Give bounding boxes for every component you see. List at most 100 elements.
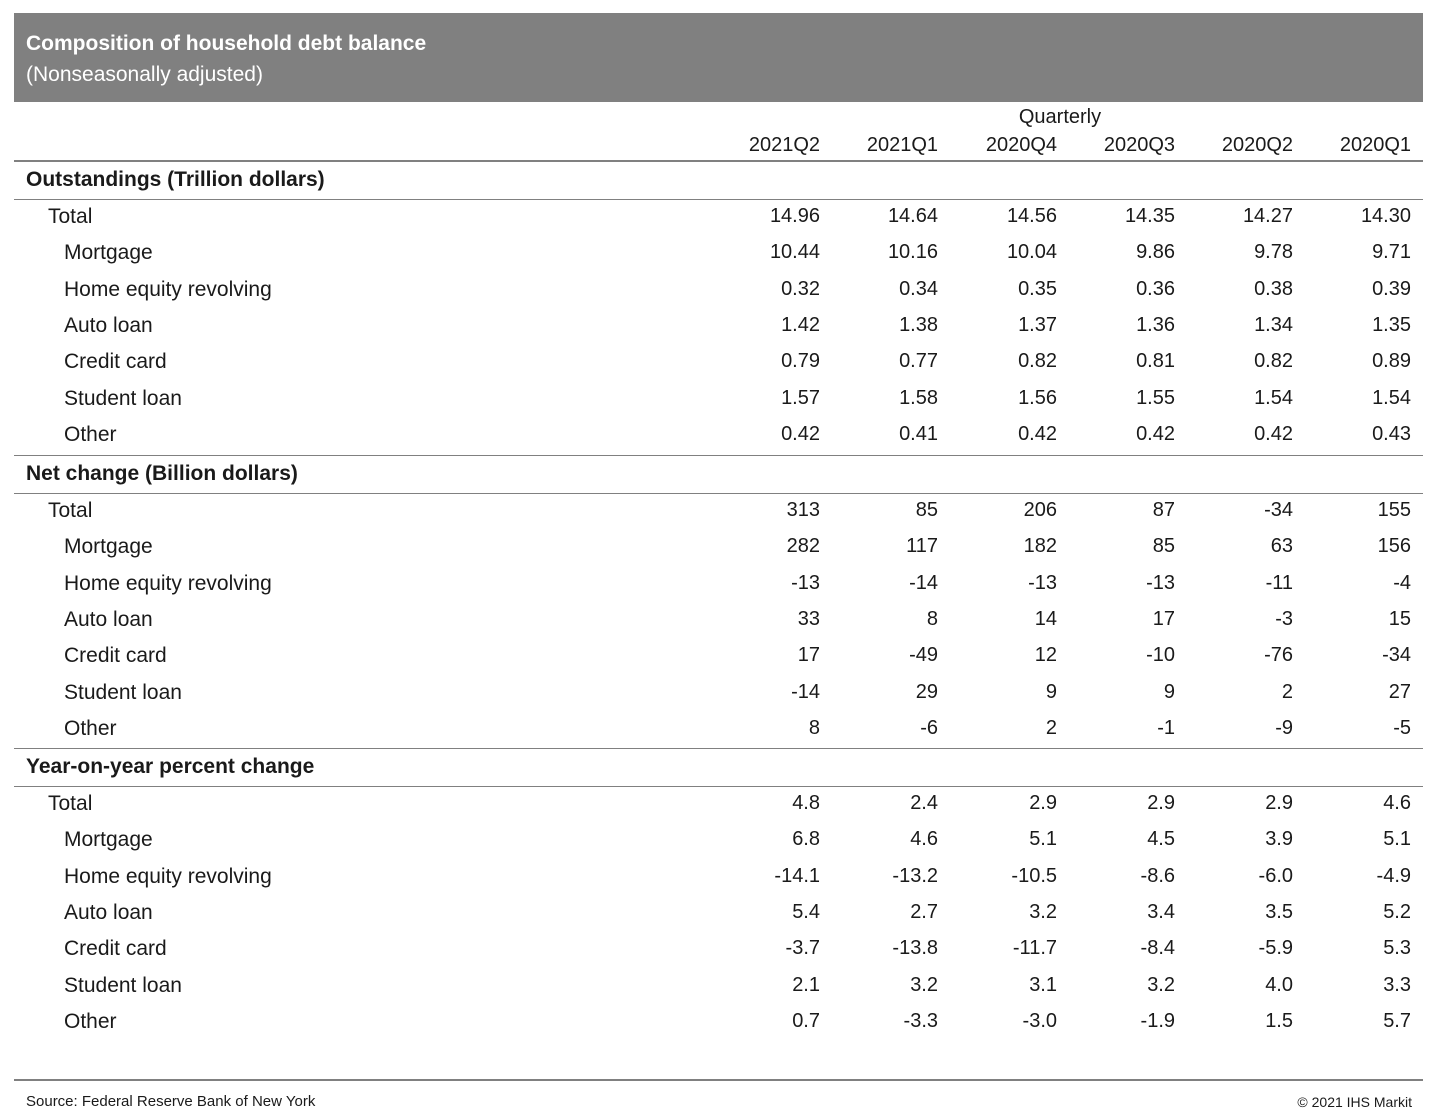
table-cell: 282 [786,535,820,557]
table-cell: 14.27 [1242,205,1293,227]
table-cell: 17 [797,644,820,666]
table-cell: 9.86 [1136,241,1175,263]
table-cell: 63 [1270,535,1293,557]
table-cell: 3.2 [910,974,938,996]
table-cell: 85 [1152,535,1175,557]
row-label: Auto loan [64,901,153,924]
table-cell: 3.9 [1265,828,1293,850]
table-cell: 5.3 [1383,937,1411,959]
row-label: Other [64,1010,117,1033]
table-cell: 0.38 [1254,278,1293,300]
section-title: Outstandings (Trillion dollars) [26,168,325,191]
table-cell: 3.4 [1147,901,1175,923]
table-cell: 4.0 [1265,974,1293,996]
table-cell: 2.7 [910,901,938,923]
table-row: Total 313 85 206 87 -34 155 [0,499,1432,529]
table-cell: 2.9 [1147,792,1175,814]
table-row: Home equity revolving 0.32 0.34 0.35 0.36 0.3… [0,278,1432,308]
table-cell: 0.35 [1018,278,1057,300]
column-header: 2021Q1 [866,134,938,156]
table-cell: 0.77 [899,350,938,372]
table-cell: 1.55 [1136,387,1175,409]
table-cell: -4 [1393,572,1411,594]
footer-divider [14,1079,1423,1081]
table-cell: 5.4 [792,901,820,923]
table-cell: 0.34 [899,278,938,300]
row-label: Auto loan [64,314,153,337]
table-cell: 182 [1023,535,1057,557]
table-cell: -4.9 [1376,865,1411,887]
table-cell: 5.2 [1383,901,1411,923]
table-cell: 29 [915,681,938,703]
row-label: Total [48,792,93,815]
section-divider [14,199,1423,200]
table-cell: -1 [1157,717,1175,739]
section-title: Year-on-year percent change [26,755,315,778]
table-cell: -13.8 [892,937,938,959]
table-cell: 10.16 [887,241,938,263]
table-cell: 4.8 [792,792,820,814]
section-separator [14,455,1423,456]
table-cell: 2 [1281,681,1293,703]
table-cell: 0.81 [1136,350,1175,372]
table-cell: 2.4 [910,792,938,814]
table-cell: 0.42 [1136,423,1175,445]
table-cell: 3.1 [1029,974,1057,996]
section-divider [14,493,1423,494]
row-label: Mortgage [64,535,153,558]
table-cell: -8.6 [1140,865,1175,887]
table-cell: 1.5 [1265,1010,1293,1032]
column-header: 2021Q2 [748,134,820,156]
row-label: Student loan [64,681,182,704]
table-cell: 0.42 [1254,423,1293,445]
table-cell: 10.44 [769,241,820,263]
table-cell: 9.78 [1254,241,1293,263]
table-cell: 14.56 [1006,205,1057,227]
row-label: Auto loan [64,608,153,631]
table-cell: 0.36 [1136,278,1175,300]
row-label: Home equity revolving [64,278,272,301]
table-cell: 3.2 [1147,974,1175,996]
table-cell: -11 [1265,572,1293,594]
table-cell: -5 [1393,717,1411,739]
table-cell: 14.30 [1360,205,1411,227]
table-cell: 206 [1023,499,1057,521]
table-header-banner: Composition of household debt balance (N… [14,13,1423,102]
table-cell: -13.2 [892,865,938,887]
table-cell: -14 [791,681,820,703]
row-label: Home equity revolving [64,865,272,888]
table-cell: 27 [1388,681,1411,703]
table-cell: 14.96 [769,205,820,227]
table-row: Student loan -14 29 9 9 2 27 [0,681,1432,711]
table-cell: 5.1 [1029,828,1057,850]
row-label: Credit card [64,644,167,667]
table-cell: 1.37 [1018,314,1057,336]
column-header: 2020Q2 [1221,134,1293,156]
row-label: Total [48,499,93,522]
table-row: Total 14.96 14.64 14.56 14.35 14.27 14.30 [0,205,1432,235]
table-cell: 1.34 [1254,314,1293,336]
table-cell: 8 [808,717,820,739]
table-row: Home equity revolving -13 -14 -13 -13 -11 -4 [0,572,1432,602]
table-row: Other 0.7 -3.3 -3.0 -1.9 1.5 5.7 [0,1010,1432,1040]
table-cell: -13 [791,572,820,594]
table-cell: 10.04 [1006,241,1057,263]
table-title: Composition of household debt balance [26,32,427,55]
row-label: Credit card [64,350,167,373]
column-headers: 2021Q2 2021Q1 2020Q4 2020Q3 2020Q2 2020Q… [0,134,1432,160]
row-label: Total [48,205,93,228]
table-row: Other 0.42 0.41 0.42 0.42 0.42 0.43 [0,423,1432,453]
table-cell: -34 [1264,499,1293,521]
table-cell: -11.7 [1012,937,1057,959]
table-row: Student loan 2.1 3.2 3.1 3.2 4.0 3.3 [0,974,1432,1004]
table-cell: 1.35 [1372,314,1411,336]
copyright-note: © 2021 IHS Markit [1297,1094,1412,1110]
table-row: Auto loan 33 8 14 17 -3 15 [0,608,1432,638]
column-header: 2020Q1 [1339,134,1411,156]
table-cell: 1.54 [1372,387,1411,409]
table-row: Auto loan 5.4 2.7 3.2 3.4 3.5 5.2 [0,901,1432,931]
section-title: Net change (Billion dollars) [26,462,298,485]
table-row: Student loan 1.57 1.58 1.56 1.55 1.54 1.54 [0,387,1432,417]
table-cell: -3.7 [785,937,820,959]
column-header: 2020Q4 [985,134,1057,156]
